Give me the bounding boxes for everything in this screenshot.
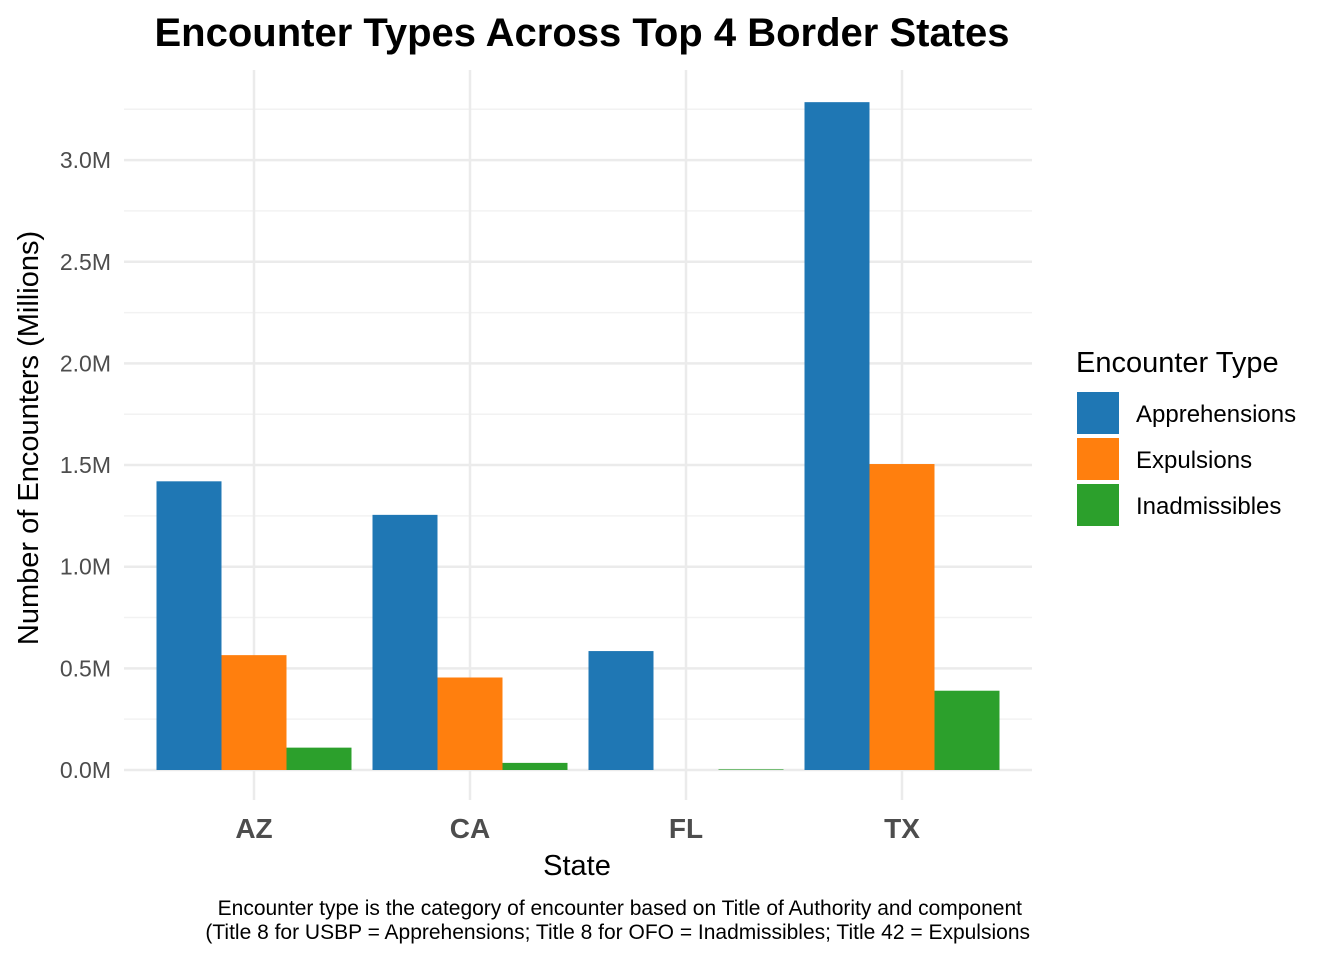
legend-title: Encounter Type	[1076, 347, 1279, 379]
y-axis-label: Number of Encounters (Millions)	[13, 231, 45, 645]
chart-title: Encounter Types Across Top 4 Border Stat…	[154, 11, 1009, 55]
caption-line-2: (Title 8 for USBP = Apprehensions; Title…	[205, 921, 1030, 944]
y-tick-label: 2.0M	[60, 350, 111, 376]
legend-label-inadmissibles: Inadmissibles	[1136, 493, 1281, 520]
bar-ca-apprehensions	[372, 514, 438, 770]
legend-label-expulsions: Expulsions	[1136, 447, 1252, 474]
bars	[156, 102, 1000, 771]
legend-swatch-expulsions	[1077, 438, 1119, 480]
x-tick-label: TX	[884, 813, 920, 844]
bar-tx-inadmissibles	[934, 690, 1000, 770]
x-axis-label: State	[543, 850, 611, 882]
y-tick-labels: 0.0M 0.5M 1.0M 1.5M 2.0M 2.5M 3.0M	[60, 147, 111, 783]
x-tick-labels: AZ CA FL TX	[235, 813, 920, 844]
bar-az-inadmissibles	[286, 747, 352, 770]
bar-fl-apprehensions	[588, 651, 654, 770]
bar-fl-inadmissibles	[718, 769, 784, 770]
y-tick-label: 1.5M	[60, 452, 111, 478]
x-tick-label: AZ	[235, 813, 272, 844]
bar-tx-expulsions	[869, 464, 935, 770]
y-tick-label: 1.0M	[60, 554, 111, 580]
bar-ca-inadmissibles	[502, 762, 568, 770]
x-tick-label: FL	[669, 813, 703, 844]
legend: Encounter Type Apprehensions Expulsions In…	[1076, 347, 1296, 526]
y-tick-label: 0.5M	[60, 655, 111, 681]
y-tick-label: 3.0M	[60, 147, 111, 173]
caption-line-1: Encounter type is the category of encoun…	[218, 897, 1023, 920]
bar-tx-apprehensions	[804, 102, 870, 771]
bar-ca-expulsions	[437, 677, 503, 770]
y-tick-label: 0.0M	[60, 757, 111, 783]
legend-label-apprehensions: Apprehensions	[1136, 401, 1296, 428]
grid-minor	[124, 108, 1032, 720]
legend-swatch-apprehensions	[1077, 392, 1119, 434]
bar-az-expulsions	[221, 655, 287, 770]
x-tick-label: CA	[450, 813, 490, 844]
bar-az-apprehensions	[156, 481, 222, 770]
legend-swatch-inadmissibles	[1077, 484, 1119, 526]
y-tick-label: 2.5M	[60, 249, 111, 275]
